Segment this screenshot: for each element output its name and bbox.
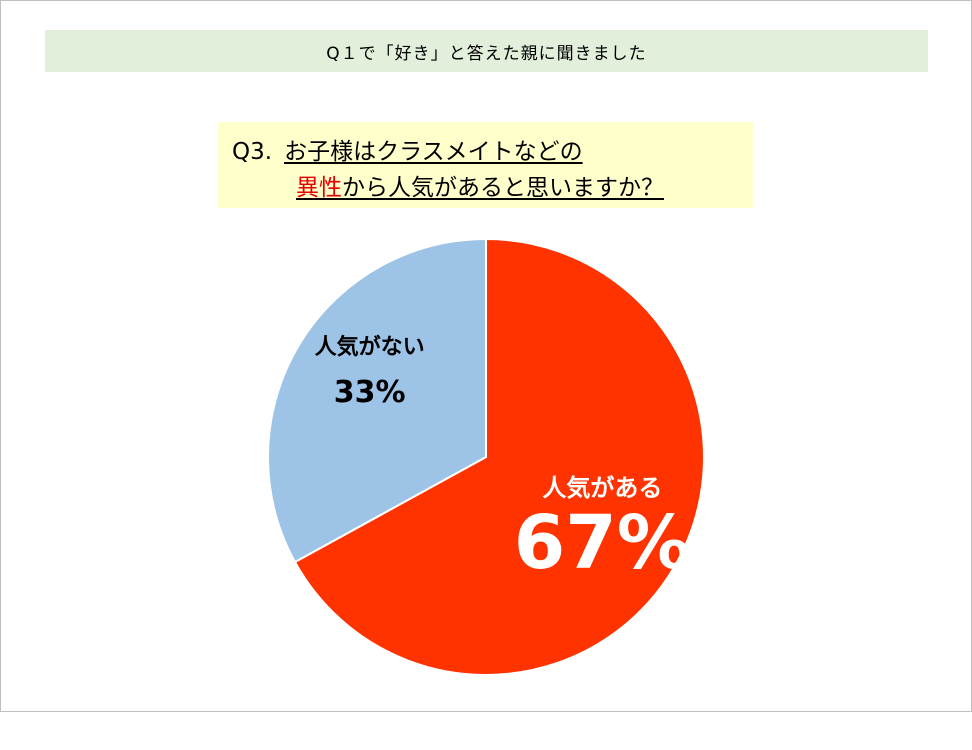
pie-slice-1-value: 67% — [514, 500, 691, 586]
question-line-1: Q3. お子様はクラスメイトなどの — [232, 132, 583, 166]
question-text-1: お子様はクラスメイトなどの — [284, 139, 583, 165]
question-number: Q3. — [232, 139, 273, 165]
pie-slice-1-label: 人気がある — [542, 474, 662, 502]
header-title: Q１で「好き」と答えた親に聞きました — [326, 43, 647, 64]
pie-slice-1 — [293, 237, 705, 676]
slide: Q１で「好き」と答えた親に聞きました Q3. お子様はクラスメイトなどの 異性から… — [0, 0, 972, 712]
pie-slice-2-value: 33% — [334, 375, 406, 410]
header-banner: Q１で「好き」と答えた親に聞きました — [45, 30, 928, 72]
pie-slice-2-label: 人気がない — [315, 334, 425, 360]
question-line-2: 異性から人気があると思いますか？ — [296, 168, 664, 202]
pie-slice-2 — [267, 237, 487, 564]
question-highlight: 異性 — [296, 175, 342, 201]
question-text-2: から人気があると思いますか？ — [342, 175, 664, 201]
question-box: Q3. お子様はクラスメイトなどの 異性から人気があると思いますか？ — [218, 122, 753, 208]
